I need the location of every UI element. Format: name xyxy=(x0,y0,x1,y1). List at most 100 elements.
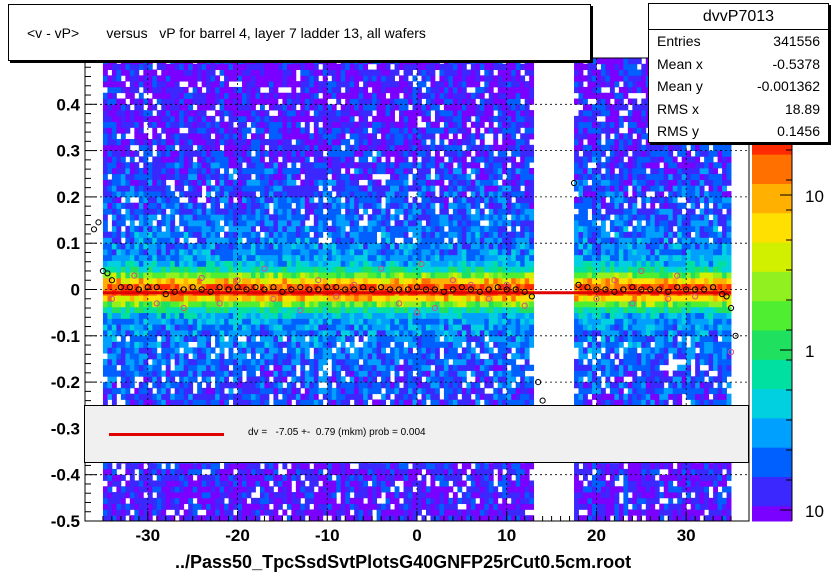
heat-cell xyxy=(183,98,189,105)
heat-cell xyxy=(107,208,113,215)
heat-cell xyxy=(309,295,315,302)
heat-cell xyxy=(233,208,238,215)
heat-cell xyxy=(273,364,279,371)
heat-cell xyxy=(125,295,131,302)
heat-cell xyxy=(197,58,203,65)
heat-cell xyxy=(179,133,185,140)
heat-cell xyxy=(273,58,279,65)
heat-cell xyxy=(161,295,167,302)
heat-cell xyxy=(129,202,135,209)
heat-cell xyxy=(111,81,117,88)
heat-cell xyxy=(206,515,212,522)
heat-cell xyxy=(372,318,378,325)
heat-cell xyxy=(228,353,234,360)
heat-cell xyxy=(372,266,378,273)
heat-cell xyxy=(295,208,301,215)
heat-cell xyxy=(107,387,113,395)
heat-cell xyxy=(291,243,297,250)
heat-cell xyxy=(399,341,404,348)
heat-cell xyxy=(251,185,256,192)
heat-cell xyxy=(399,231,404,238)
heat-cell xyxy=(385,364,391,371)
heat-cell xyxy=(201,144,207,151)
heat-cell xyxy=(291,58,297,65)
heat-cell xyxy=(161,86,167,94)
heat-cell xyxy=(381,185,386,192)
heat-cell xyxy=(192,353,198,360)
heat-cell xyxy=(367,121,373,128)
heat-cell xyxy=(138,492,144,499)
heat-cell xyxy=(251,301,256,308)
heat-cell xyxy=(277,277,283,285)
heat-cell xyxy=(273,474,279,481)
heat-cell xyxy=(255,254,261,261)
heat-cell xyxy=(385,81,391,88)
heat-cell xyxy=(156,248,162,256)
heat-cell xyxy=(259,225,265,233)
heat-cell xyxy=(156,115,162,123)
heat-cell xyxy=(399,515,404,522)
heat-cell xyxy=(251,335,256,342)
heat-cell xyxy=(408,474,413,481)
heat-cell xyxy=(327,353,333,360)
heat-cell xyxy=(237,167,243,175)
heat-cell xyxy=(295,324,301,331)
heat-cell xyxy=(291,497,297,505)
heat-cell xyxy=(161,272,167,279)
heat-cell xyxy=(102,162,108,169)
heat-cell xyxy=(372,214,378,221)
heat-cell xyxy=(102,364,108,371)
heat-cell xyxy=(259,133,265,140)
heat-cell xyxy=(403,185,409,192)
heat-cell xyxy=(246,283,252,290)
heat-cell xyxy=(143,266,149,273)
heat-cell xyxy=(327,318,333,325)
heat-cell xyxy=(192,364,198,371)
heat-cell xyxy=(291,468,297,476)
heat-cell xyxy=(134,167,140,175)
heat-cell xyxy=(282,399,288,406)
heat-cell xyxy=(134,162,140,169)
heat-cell xyxy=(156,324,162,331)
heat-cell xyxy=(268,347,274,354)
heat-cell xyxy=(156,486,162,493)
heat-cell xyxy=(116,387,122,395)
heat-cell xyxy=(264,58,270,65)
heat-cell xyxy=(156,387,162,395)
heat-cell xyxy=(170,63,176,70)
heat-cell xyxy=(174,156,180,163)
heat-cell xyxy=(268,474,274,481)
heat-cell xyxy=(125,202,131,209)
heat-cell xyxy=(273,468,279,476)
heat-cell xyxy=(219,370,225,377)
heat-cell xyxy=(358,162,364,169)
heat-cell xyxy=(399,463,404,470)
heat-cell xyxy=(237,492,243,499)
heat-cell xyxy=(363,382,369,389)
heat-cell xyxy=(381,474,386,481)
heat-cell xyxy=(309,393,315,400)
heat-cell xyxy=(129,254,135,261)
heat-cell xyxy=(152,480,158,487)
heat-cell xyxy=(264,75,270,82)
heat-cell xyxy=(183,364,189,371)
heat-cell xyxy=(152,202,158,209)
heat-cell xyxy=(125,347,131,354)
heat-cell xyxy=(309,382,315,389)
heat-cell xyxy=(138,497,144,505)
heat-cell xyxy=(322,225,328,233)
heat-cell xyxy=(251,353,256,360)
heat-cell xyxy=(394,318,400,325)
heat-cell xyxy=(116,353,122,360)
heat-cell xyxy=(143,208,149,215)
heat-cell xyxy=(349,202,355,209)
heat-cell xyxy=(147,139,153,146)
heat-cell xyxy=(255,179,261,186)
heat-cell xyxy=(233,69,238,76)
heat-cell xyxy=(300,277,306,285)
heat-cell xyxy=(192,330,198,337)
heat-cell xyxy=(170,173,176,180)
heat-cell xyxy=(291,86,297,94)
heat-cell xyxy=(129,486,135,493)
heat-cell xyxy=(224,370,229,377)
